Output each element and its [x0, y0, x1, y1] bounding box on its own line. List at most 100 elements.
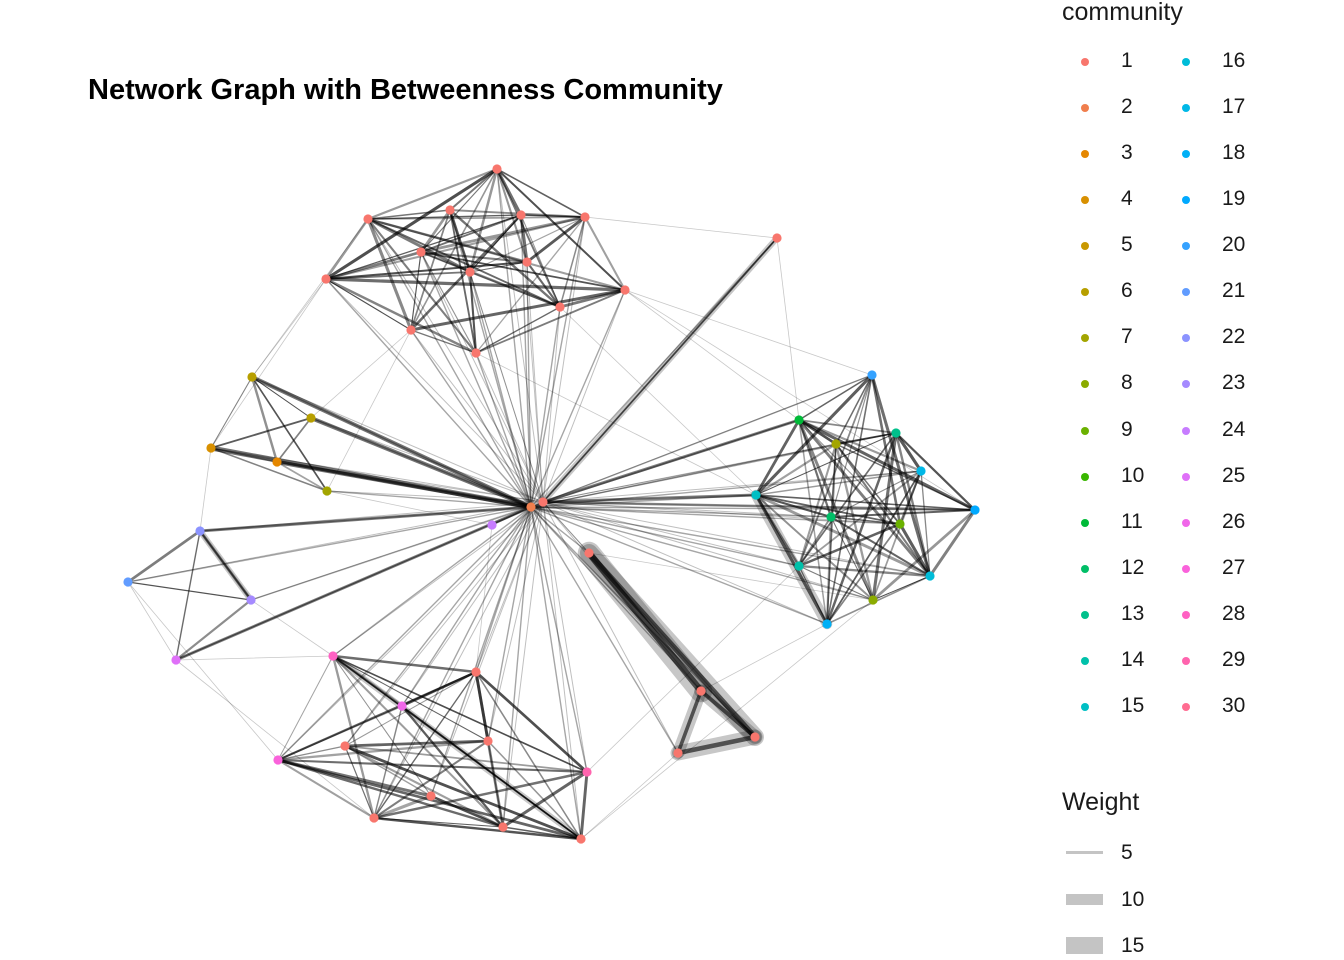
cross-edge: [127, 581, 252, 601]
legend-label-11: 11: [1121, 509, 1143, 533]
cluster-edge: [496, 168, 586, 218]
cluster-edge: [420, 251, 471, 273]
legend-key-27: [1182, 564, 1190, 573]
legend-key-4: [1081, 196, 1089, 205]
node-d9: [970, 505, 980, 515]
cluster-edge: [210, 417, 312, 449]
legend-key-21: [1182, 288, 1190, 297]
legend-label-30: 30: [1222, 693, 1246, 717]
legend-label-26: 26: [1222, 509, 1246, 533]
cross-edge: [175, 659, 375, 819]
hub-edge: [250, 506, 532, 601]
hub-edge: [420, 251, 544, 503]
node-e11: [576, 834, 586, 844]
cluster-edge: [834, 442, 932, 578]
legend-label-22: 22: [1222, 325, 1246, 349]
hub-edge: [401, 506, 532, 707]
legend-key-15: [1081, 702, 1089, 711]
node-a1: [492, 164, 502, 174]
legend-key-22: [1182, 334, 1190, 343]
hub-edge: [430, 506, 532, 797]
cluster-edge: [830, 470, 922, 518]
cluster-edge: [419, 250, 562, 309]
legend-key-26: [1182, 518, 1190, 527]
hub-edge: [520, 214, 532, 508]
hub-edge: [344, 506, 532, 747]
legend-label-25: 25: [1222, 463, 1246, 487]
weighted-edge: [174, 505, 533, 662]
weight-label-10: 10: [1121, 888, 1145, 911]
weighted-edge: [250, 375, 533, 509]
weighted-edge: [332, 655, 582, 840]
legend-key-19: [1182, 196, 1190, 205]
cluster-edge: [830, 516, 931, 577]
hub-edge: [344, 501, 544, 747]
legend-key-7: [1081, 334, 1089, 343]
legend-key-1: [1081, 58, 1089, 66]
cluster-edge: [448, 208, 472, 274]
cluster-edge: [798, 419, 901, 525]
hub-edge: [326, 490, 532, 508]
legend-label-21: 21: [1222, 279, 1246, 303]
legend-key-23: [1182, 380, 1190, 389]
cross-edge: [127, 581, 177, 661]
hub-edge: [401, 501, 544, 707]
cluster-edge: [251, 376, 328, 492]
legend-label-28: 28: [1222, 601, 1246, 625]
hub-edge: [367, 218, 532, 508]
node-a8: [522, 257, 532, 267]
cluster-edge: [487, 740, 582, 840]
node-a9: [321, 274, 331, 284]
weighted-edge: [698, 688, 758, 740]
cluster-edge: [797, 522, 902, 568]
cluster-edge: [754, 493, 932, 578]
cluster-edge: [755, 494, 874, 601]
cluster-edge: [798, 419, 897, 434]
cluster-edge: [826, 470, 922, 625]
legend-label-13: 13: [1121, 601, 1145, 625]
cluster-edge: [325, 214, 522, 280]
weighted-edge: [676, 689, 703, 755]
cluster-edge: [366, 217, 478, 355]
hub-edge: [542, 501, 588, 773]
cluster-edge: [826, 523, 901, 625]
cluster-edge: [367, 214, 522, 220]
legend-label-7: 7: [1121, 325, 1133, 349]
cluster-edge: [834, 442, 875, 602]
legend-label-15: 15: [1121, 693, 1145, 717]
cluster-edge: [367, 216, 586, 220]
cluster-edge: [332, 655, 588, 773]
chart-title: Network Graph with Betweenness Community: [88, 74, 723, 106]
node-e7: [582, 767, 592, 777]
legend-label-17: 17: [1222, 95, 1246, 119]
community-legend-title: community: [1062, 0, 1183, 26]
cross-edge: [475, 352, 757, 496]
cluster-edge: [797, 418, 977, 512]
node-b2: [306, 413, 316, 423]
cluster-edge: [324, 215, 587, 281]
cluster-edge: [797, 564, 932, 578]
cross-edge: [624, 289, 800, 421]
cluster-edge: [872, 575, 931, 601]
cluster-edge: [894, 431, 923, 473]
node-a3: [445, 205, 455, 215]
hub-edge: [542, 501, 582, 840]
hub-edge: [475, 501, 544, 673]
cross-edge: [251, 278, 327, 378]
weighted-edge: [199, 530, 252, 601]
cluster-edge: [420, 214, 522, 253]
node-c2: [123, 577, 133, 587]
weighted-edge: [754, 493, 829, 626]
cluster-edge: [525, 215, 587, 264]
node-c5: [487, 520, 497, 530]
hub-edge: [542, 501, 800, 567]
hub-edge: [542, 306, 561, 503]
node-d10: [794, 561, 804, 571]
cluster-edge: [251, 376, 312, 419]
cluster-edge: [367, 209, 451, 220]
hub-edge: [487, 501, 544, 742]
legend-label-29: 29: [1222, 647, 1246, 671]
cross-edge: [251, 218, 369, 378]
node-a2: [363, 214, 373, 224]
cluster-edge: [797, 418, 923, 473]
